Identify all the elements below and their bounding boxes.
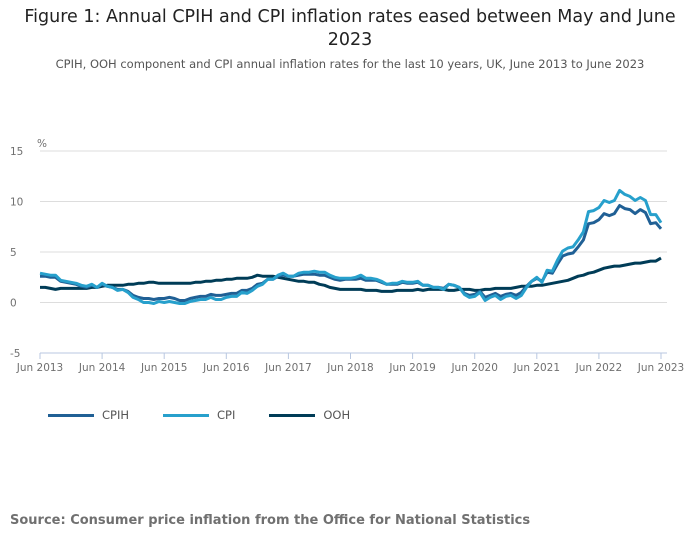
line-chart: % 15 10 5 0 -5 Jun 2013 Jun 2014 Jun 2015 Jun 20… <box>10 138 684 374</box>
legend-label: OOH <box>323 408 351 422</box>
y-tick-label: 15 <box>10 146 23 158</box>
legend-item-cpih[interactable]: CPIH <box>48 408 129 422</box>
source-note: Source: Consumer price inflation from th… <box>10 513 531 528</box>
y-tick-label: 10 <box>10 197 23 209</box>
series-line-cpih[interactable] <box>40 204 663 302</box>
x-tick-label: Jun 2020 <box>450 362 497 374</box>
legend-item-cpi[interactable]: CPI <box>163 408 235 422</box>
x-tick-label: Jun 2022 <box>575 362 622 374</box>
legend-item-ooh[interactable]: OOH <box>269 408 350 422</box>
y-tick-label: 5 <box>10 247 17 259</box>
x-tick-label: Jun 2015 <box>140 362 187 374</box>
ooh-swatch <box>269 413 316 417</box>
x-tick-label: Jun 2019 <box>388 362 435 374</box>
legend-label: CPIH <box>102 408 130 422</box>
chart-subtitle: CPIH, OOH component and CPI annual infla… <box>55 57 645 71</box>
x-tick-label: Jun 2017 <box>264 362 311 374</box>
cpi-swatch <box>163 413 210 417</box>
y-tick-label: 0 <box>10 298 17 310</box>
legend: CPIH CPI OOH <box>48 408 384 422</box>
cpih-swatch <box>48 413 94 417</box>
x-tick-label: Jun 2016 <box>202 362 250 374</box>
series-line-cpi[interactable] <box>39 188 663 305</box>
legend-label: CPI <box>217 408 236 422</box>
chart-title: Figure 1: Annual CPIH and CPI inflation … <box>24 7 676 50</box>
x-tick-label: Jun 2023 <box>637 362 684 374</box>
series-line-ooh[interactable] <box>40 256 662 293</box>
x-tick-label: Jun 2014 <box>78 362 126 374</box>
x-tick-label: Jun 2018 <box>326 362 373 374</box>
y-axis-unit-label: % <box>37 138 47 150</box>
y-tick-label: -5 <box>10 348 20 360</box>
x-tick-label: Jun 2021 <box>513 362 560 374</box>
x-tick-label: Jun 2013 <box>16 362 63 374</box>
